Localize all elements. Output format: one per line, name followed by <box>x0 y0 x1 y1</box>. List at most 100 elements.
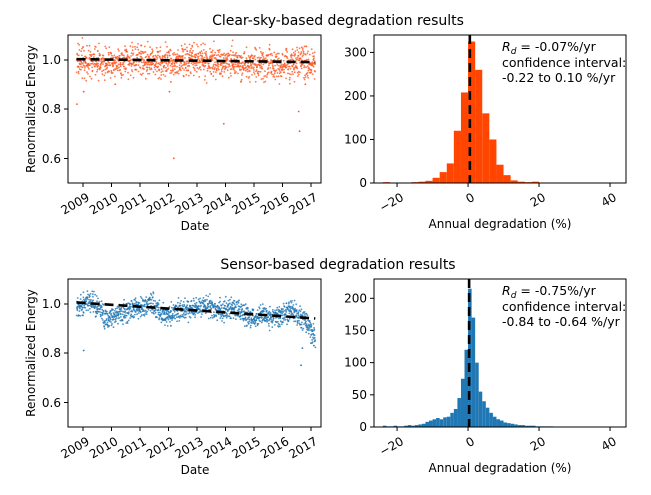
scatter-point <box>137 317 140 320</box>
scatter-point <box>245 46 248 49</box>
scatter-point <box>298 47 301 50</box>
scatter-point <box>122 323 124 325</box>
scatter-point <box>86 71 88 73</box>
scatter-point <box>201 55 204 58</box>
scatter-point <box>135 64 138 66</box>
scatter-point <box>217 67 219 69</box>
scatter-point <box>210 300 213 303</box>
scatter-point <box>243 51 246 53</box>
scatter-point <box>223 52 226 55</box>
scatter-point <box>234 65 236 68</box>
scatter-outlier-point <box>222 122 225 125</box>
scatter-point <box>244 69 247 72</box>
scatter-point <box>213 40 215 43</box>
scatter-point <box>171 68 174 70</box>
scatter-point <box>103 60 106 63</box>
scatter-point <box>85 79 88 82</box>
scatter-point <box>144 299 147 302</box>
scatter-point <box>90 55 93 58</box>
scatter-point <box>132 46 134 48</box>
scatter-point <box>223 315 225 318</box>
row1-xtick-label: 2010 <box>87 190 120 217</box>
scatter-point <box>203 56 206 59</box>
scatter-point <box>259 304 262 306</box>
scatter-point <box>124 308 126 311</box>
scatter-point <box>300 65 302 67</box>
scatter-point <box>231 64 234 67</box>
scatter-point <box>276 306 279 309</box>
scatter-point <box>106 321 109 324</box>
scatter-point <box>118 317 121 319</box>
scatter-point <box>265 307 267 310</box>
scatter-point <box>253 66 255 69</box>
scatter-point <box>238 299 241 302</box>
scatter-point <box>273 51 276 54</box>
scatter-point <box>254 325 257 328</box>
scatter-point <box>227 66 230 68</box>
hist-bar <box>507 423 511 427</box>
scatter-point <box>120 313 122 316</box>
scatter-point <box>230 68 233 70</box>
scatter-point <box>306 65 309 68</box>
scatter-point <box>295 303 298 306</box>
scatter-point <box>195 64 198 67</box>
scatter-point <box>187 312 190 315</box>
hist-bar <box>489 412 493 427</box>
scatter-point <box>262 56 265 58</box>
hist-bar <box>531 181 540 183</box>
scatter-point <box>118 66 120 69</box>
scatter-point <box>290 310 292 312</box>
scatter-point <box>297 314 300 317</box>
scatter-point <box>269 311 272 314</box>
scatter-point <box>102 63 104 65</box>
scatter-point <box>275 69 278 72</box>
scatter-point <box>163 66 165 69</box>
scatter-outlier-point <box>301 347 304 349</box>
scatter-point <box>195 54 198 57</box>
scatter-point <box>247 322 250 325</box>
scatter-point <box>234 53 237 55</box>
scatter-point <box>202 68 205 71</box>
scatter-point <box>181 57 184 59</box>
scatter-point <box>135 300 138 303</box>
row2-hist-xlabel: Annual degradation (%) <box>429 461 572 475</box>
scatter-point <box>281 312 284 315</box>
scatter-point <box>137 43 139 45</box>
scatter-point <box>147 63 150 66</box>
scatter-point <box>297 311 300 314</box>
scatter-point <box>101 319 104 321</box>
scatter-point <box>227 52 230 55</box>
scatter-point <box>257 72 260 75</box>
scatter-point <box>207 303 210 305</box>
scatter-point <box>148 55 150 58</box>
scatter-point <box>291 305 294 308</box>
scatter-point <box>248 65 251 68</box>
scatter-point <box>179 55 182 58</box>
scatter-point <box>199 297 202 300</box>
scatter-point <box>166 65 169 67</box>
scatter-point <box>305 58 308 61</box>
scatter-point <box>91 62 94 65</box>
scatter-point <box>112 56 115 59</box>
scatter-point <box>172 73 175 76</box>
scatter-point <box>248 70 251 73</box>
scatter-point <box>158 311 161 314</box>
scatter-point <box>299 57 302 59</box>
scatter-point <box>305 323 308 326</box>
scatter-point <box>159 46 162 49</box>
scatter-point <box>141 50 144 53</box>
scatter-point <box>132 54 134 56</box>
scatter-point <box>282 311 285 313</box>
scatter-point <box>76 54 79 56</box>
scatter-point <box>209 305 212 307</box>
scatter-point <box>77 306 79 308</box>
scatter-point <box>182 50 185 53</box>
scatter-point <box>182 312 185 315</box>
scatter-point <box>137 70 140 73</box>
scatter-point <box>271 326 274 328</box>
scatter-point <box>265 320 267 322</box>
scatter-point <box>150 68 153 71</box>
scatter-point <box>266 319 269 321</box>
scatter-point <box>300 308 303 311</box>
scatter-point <box>146 66 149 69</box>
